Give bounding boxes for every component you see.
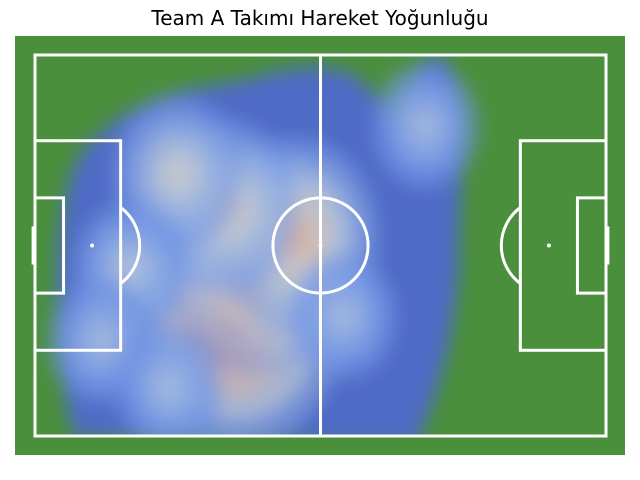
center-spot — [318, 243, 323, 248]
left-penalty-arc — [119, 206, 142, 285]
left-penalty-spot — [90, 243, 95, 248]
pitch-markings — [31, 53, 610, 438]
density-hotspot — [414, 113, 436, 140]
density-hotspot — [157, 375, 180, 402]
center-circle — [271, 196, 370, 295]
density-hotspot — [90, 327, 113, 354]
density-hotspot — [333, 304, 356, 330]
right-penalty-arc — [499, 206, 522, 285]
density-hotspot — [164, 158, 191, 190]
chart-title: Team A Takımı Hareket Yoğunluğu — [151, 6, 489, 30]
left-six-yard-box — [33, 196, 66, 295]
right-penalty-spot — [546, 243, 551, 248]
right-six-yard-box — [575, 196, 608, 295]
density-layer — [47, 55, 480, 436]
